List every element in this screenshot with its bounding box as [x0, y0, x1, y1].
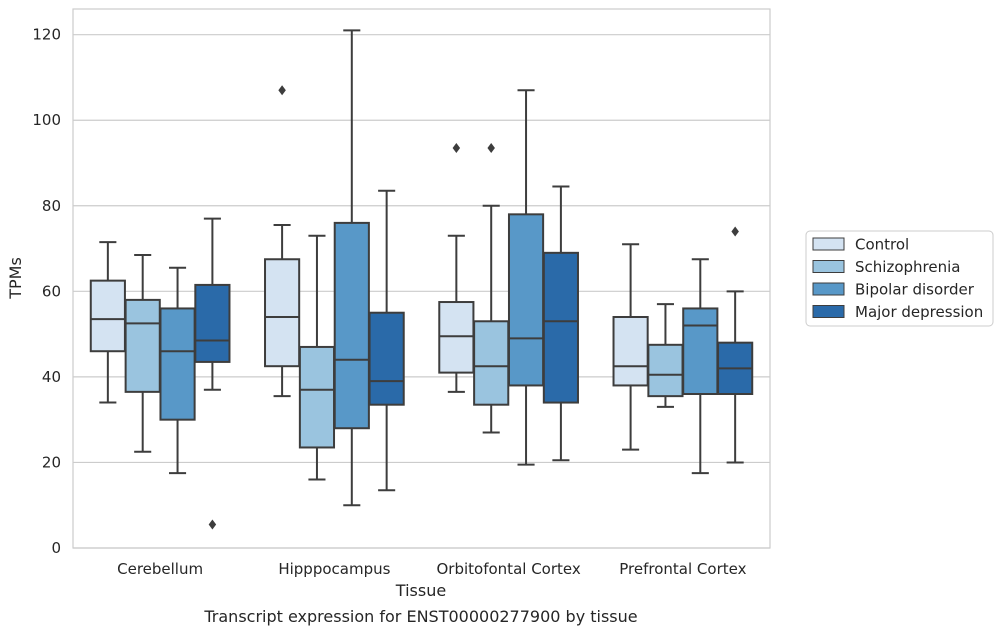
y-axis-title: TPMs — [6, 257, 25, 300]
box-bipolar-disorder — [159, 266, 196, 475]
iqr-box — [159, 307, 196, 421]
outlier-point — [731, 226, 739, 237]
iqr-box — [612, 316, 649, 387]
plot-frame — [72, 8, 771, 549]
y-tick-label: 40 — [42, 368, 61, 386]
x-axis-title: Tissue — [395, 581, 446, 600]
x-tick-label: Cerebellum — [117, 560, 203, 578]
box-control — [612, 243, 649, 451]
iqr-box — [264, 258, 301, 368]
x-tick-label: Prefrontal Cortex — [619, 560, 746, 578]
iqr-box — [298, 345, 336, 449]
outlier-point — [487, 143, 495, 154]
y-tick-label: 20 — [42, 453, 61, 471]
legend-swatch — [812, 260, 845, 273]
y-tick-label: 60 — [42, 282, 61, 300]
legend-label: Bipolar disorder — [855, 281, 975, 299]
iqr-box — [333, 221, 370, 430]
box-bipolar-disorder — [682, 258, 719, 475]
box-major-depression — [368, 189, 405, 492]
box-groups — [89, 29, 754, 530]
y-tick-label: 120 — [32, 26, 61, 44]
legend-swatch — [812, 305, 845, 318]
iqr-box — [438, 301, 475, 374]
plot-background — [73, 9, 770, 548]
x-tick-label: Orbitofontal Cortex — [437, 560, 581, 578]
iqr-box — [647, 343, 684, 398]
x-axis-ticks: Cerebellum Hipppocampus Orbitofontal Corte… — [117, 560, 746, 578]
iqr-box — [507, 213, 545, 387]
box-schizophrenia — [647, 303, 684, 408]
iqr-box — [89, 279, 126, 353]
y-axis-ticks: 0 20 40 60 80 100 120 — [32, 26, 61, 557]
x-tick-label: Hipppocampus — [278, 560, 390, 578]
outlier-point — [208, 519, 217, 530]
outlier-point — [452, 143, 461, 154]
legend-swatch — [812, 237, 845, 251]
box-major-depression — [717, 226, 754, 464]
y-tick-label: 0 — [51, 539, 61, 557]
outlier-point — [278, 85, 286, 96]
legend-label: Control — [855, 236, 909, 254]
legend-swatch — [812, 282, 845, 296]
box-bipolar-disorder — [507, 89, 545, 466]
iqr-box — [542, 251, 579, 404]
y-tick-label: 80 — [42, 197, 61, 215]
legend-label: Major depression — [855, 303, 983, 321]
iqr-box — [368, 311, 405, 406]
box-major-depression — [542, 185, 579, 462]
y-tick-label: 100 — [32, 111, 61, 129]
box-bipolar-disorder — [333, 29, 370, 507]
iqr-box — [682, 307, 719, 396]
chart-caption: Transcript expression for ENST0000027790… — [203, 607, 637, 626]
box-schizophrenia — [298, 234, 336, 481]
box-major-depression — [194, 217, 231, 530]
iqr-box — [194, 283, 231, 363]
box-control — [264, 85, 301, 398]
legend-label: Schizophrenia — [855, 258, 960, 276]
iqr-box — [124, 298, 161, 393]
legend-frame — [805, 230, 994, 327]
iqr-box — [473, 320, 510, 406]
legend: Control Schizophrenia Bipolar disorder Majo… — [805, 230, 994, 327]
